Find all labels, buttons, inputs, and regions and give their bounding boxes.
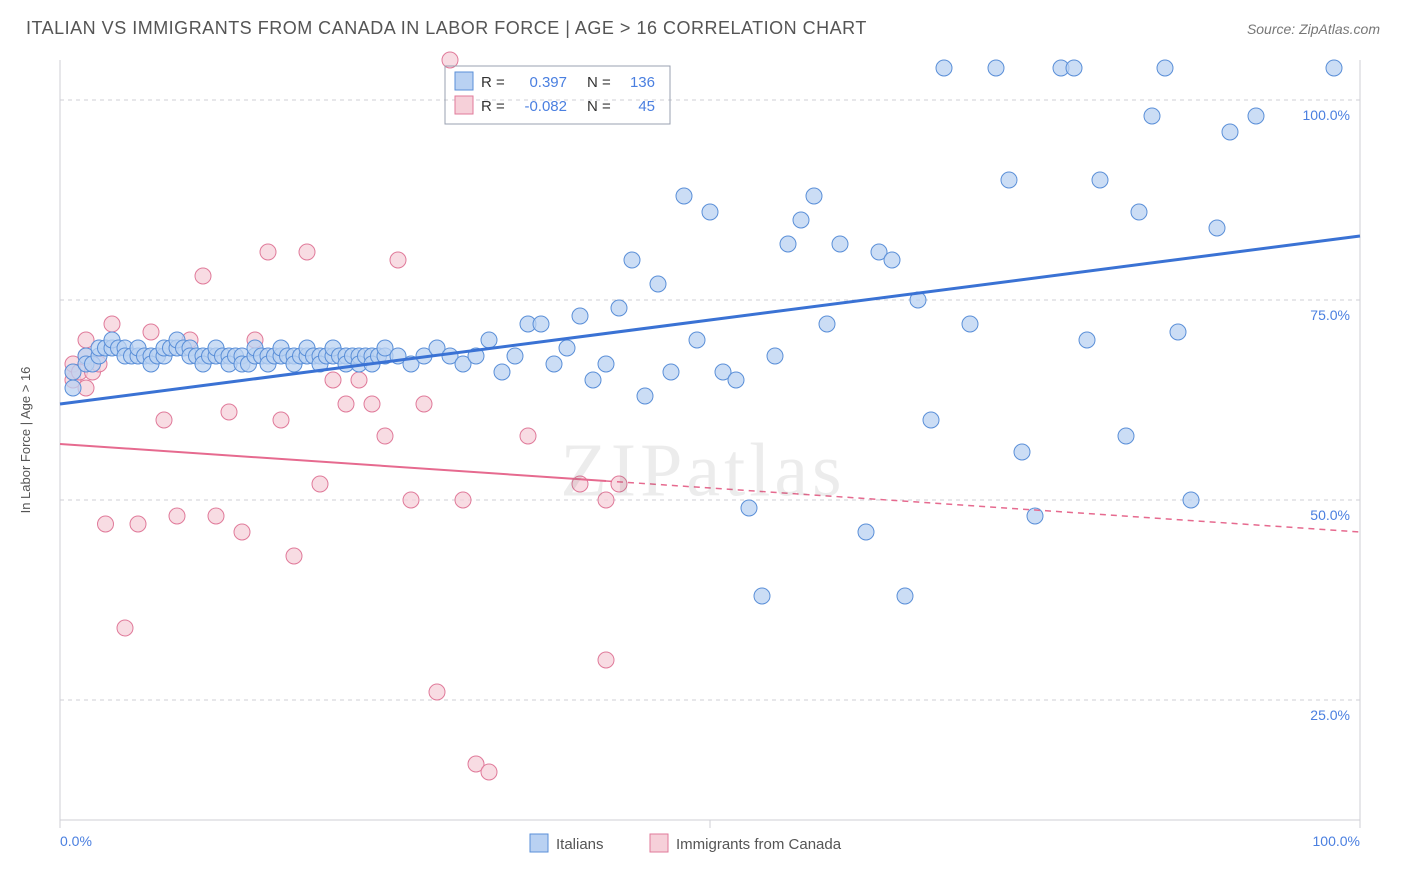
svg-text:Italians: Italians [556,836,604,853]
svg-text:R =: R = [481,98,505,115]
svg-text:25.0%: 25.0% [1310,707,1350,723]
source: Source: ZipAtlas.com [1247,21,1380,37]
chart-area: 25.0% 50.0% 75.0% 100.0% 0.0% 100.0% In Labor … [0,50,1406,892]
svg-text:R =: R = [481,74,505,91]
svg-text:-0.082: -0.082 [524,98,567,115]
svg-text:50.0%: 50.0% [1310,507,1350,523]
svg-text:100.0%: 100.0% [1303,107,1350,123]
source-label: Source: [1247,21,1295,37]
svg-text:0.0%: 0.0% [60,833,92,849]
svg-text:75.0%: 75.0% [1310,307,1350,323]
svg-text:N =: N = [587,74,611,91]
svg-text:100.0%: 100.0% [1313,833,1360,849]
header-row: ITALIAN VS IMMIGRANTS FROM CANADA IN LAB… [0,0,1406,39]
correlation-scatter-chart: 25.0% 50.0% 75.0% 100.0% 0.0% 100.0% In Labor … [0,50,1406,892]
svg-text:136: 136 [630,74,655,91]
svg-text:N =: N = [587,98,611,115]
svg-text:In Labor Force | Age > 16: In Labor Force | Age > 16 [18,367,33,514]
chart-title: ITALIAN VS IMMIGRANTS FROM CANADA IN LAB… [26,18,867,39]
svg-text:45: 45 [638,98,655,115]
svg-text:0.397: 0.397 [529,74,567,91]
svg-text:Immigrants from Canada: Immigrants from Canada [676,836,842,853]
source-value: ZipAtlas.com [1299,21,1380,37]
